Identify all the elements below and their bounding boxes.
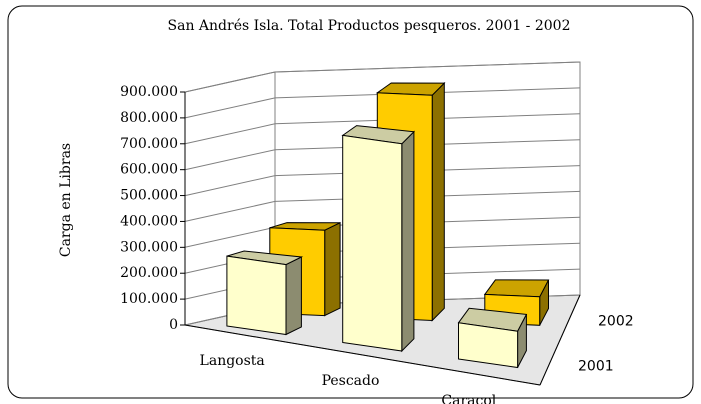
x-axis: [184, 324, 541, 386]
bar-side: [285, 256, 302, 336]
y-tick-label: 100.000: [120, 291, 178, 307]
y-tick-label: 300.000: [120, 239, 178, 255]
bar-front: [226, 255, 287, 336]
bar-side: [401, 130, 415, 353]
bar-top: [483, 279, 550, 298]
y-tick-label: 700.000: [120, 136, 178, 152]
y-tick-label: 200.000: [120, 265, 178, 281]
bar-front: [458, 322, 519, 369]
bar-side: [324, 221, 341, 317]
x-tick-label: Langosta: [200, 353, 265, 369]
y-axis-label: Carga en Libras: [58, 143, 74, 257]
chart-title: San Andrés Isla. Total Productos pesquer…: [168, 18, 571, 34]
grid-line: [184, 190, 581, 222]
grid-line: [184, 139, 581, 171]
depth-axis: [539, 294, 581, 386]
y-tick-label: 900.000: [120, 84, 178, 100]
x-tick-label: Pescado: [322, 373, 380, 389]
bar-front: [342, 134, 403, 352]
grid-line: [184, 87, 581, 119]
grid-line: [184, 61, 581, 93]
bar-side: [431, 81, 445, 322]
y-tick-label: 400.000: [120, 213, 178, 229]
y-tick-label: 0: [169, 317, 178, 333]
x-tick-label: Caracol: [441, 393, 496, 404]
grid-line: [184, 113, 581, 145]
depth-tick-label: 2001: [578, 359, 614, 375]
y-tick-label: 600.000: [120, 162, 178, 178]
y-tick-label: 500.000: [120, 188, 178, 204]
grid-line: [184, 165, 581, 197]
y-tick-label: 800.000: [120, 110, 178, 126]
depth-tick-label: 2002: [598, 314, 634, 330]
